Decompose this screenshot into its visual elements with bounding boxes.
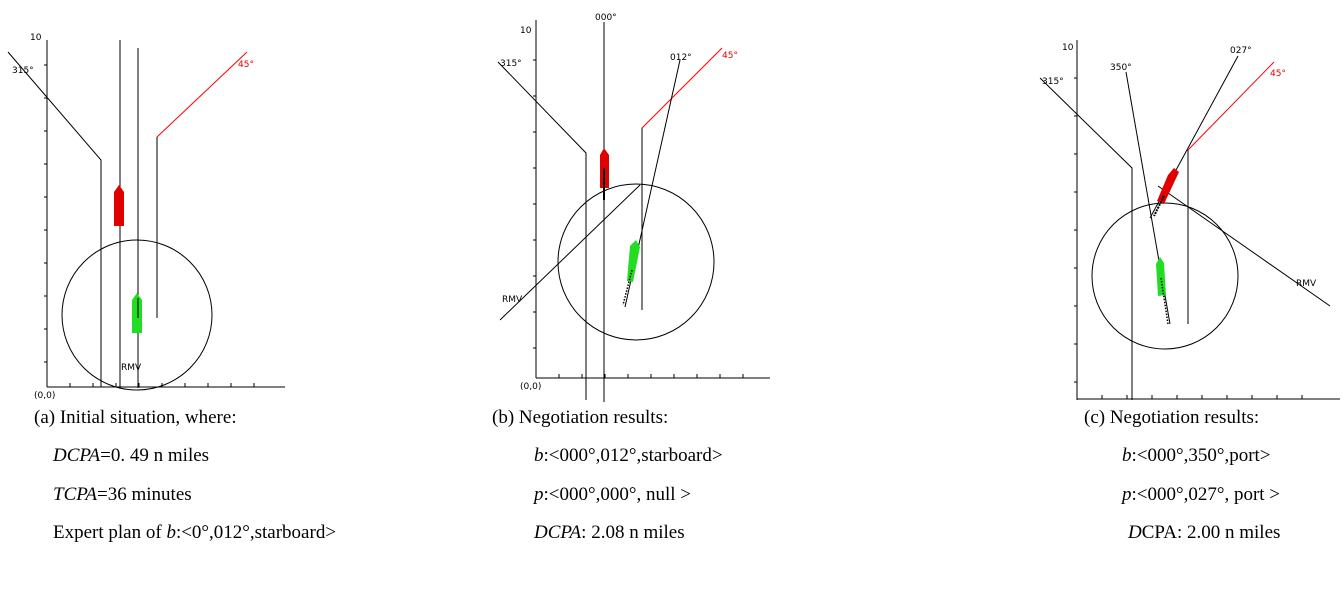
caption-a-line1: DCPA=0. 49 n miles xyxy=(53,445,210,466)
rmv-circle xyxy=(557,183,715,341)
label-350: 350° xyxy=(1110,63,1132,73)
label-315: 315° xyxy=(12,66,34,76)
caption-c-line1: b:<000°,350°,port> xyxy=(1122,445,1271,466)
axis-top-label: 10 xyxy=(520,26,532,36)
green-ship xyxy=(132,293,142,333)
origin-label: (0,0) xyxy=(520,382,541,392)
red-ship-heading xyxy=(1153,195,1165,217)
red-ship xyxy=(1157,168,1179,204)
x-ticks xyxy=(1101,395,1303,399)
line-315 xyxy=(7,51,102,387)
caption-a: (a) Initial situation, where: xyxy=(34,407,237,428)
x-ticks xyxy=(558,374,744,378)
panel-a: 10 (0,0) 315° 45° RMV (a) Initial situat… xyxy=(0,0,336,543)
red-ship xyxy=(114,185,124,226)
label-012: 012° xyxy=(670,53,692,63)
caption-c-line3: DCPA: 2.00 n miles xyxy=(1128,522,1281,543)
green-ship xyxy=(627,240,640,282)
line-315 xyxy=(1039,77,1133,400)
line-45 xyxy=(1187,61,1275,324)
rmv-circle xyxy=(1091,202,1239,350)
label-000: 000° xyxy=(595,13,617,23)
caption-a-line2: TCPA=36 minutes xyxy=(53,484,192,505)
caption-b-line1: b:<000°,012°,starboard> xyxy=(534,445,723,466)
line-315 xyxy=(497,61,587,400)
label-45: 45° xyxy=(1270,69,1286,79)
axis-top-label: 10 xyxy=(30,33,42,43)
rmv-label: RMV xyxy=(121,363,142,373)
rmv-label: RMV xyxy=(502,295,523,305)
rmv-circle xyxy=(61,239,213,391)
diagram-a: 10 (0,0) 315° 45° RMV xyxy=(7,33,285,401)
panel-b: 10 (0,0) 315° 000° 45° 012° RMV (b) Nego… xyxy=(490,0,790,543)
caption-b: (b) Negotiation results: xyxy=(492,407,669,428)
caption-a-line3: Expert plan of b:<0°,012°,starboard> xyxy=(53,522,337,543)
green-ship xyxy=(1156,257,1166,296)
diagram-c: 10 315° 350° 027° 45° RMV xyxy=(1039,40,1340,400)
diagram-b: 10 (0,0) 315° 000° 45° 012° RMV xyxy=(497,13,770,402)
label-027: 027° xyxy=(1230,46,1252,56)
y-ticks xyxy=(1074,77,1077,383)
x-ticks xyxy=(69,383,255,387)
label-315: 315° xyxy=(500,59,522,69)
green-ship-heading xyxy=(622,269,633,306)
label-315: 315° xyxy=(1042,77,1064,87)
rmv-line xyxy=(499,184,641,321)
axis-top-label: 10 xyxy=(1062,43,1074,53)
caption-b-line2: p:<000°,000°, null > xyxy=(534,484,691,505)
caption-c-line2: p:<000°,027°, port > xyxy=(1122,484,1281,505)
caption-b-line3: DCPA: 2.08 n miles xyxy=(534,522,685,543)
label-45: 45° xyxy=(722,51,738,61)
origin-label: (0,0) xyxy=(34,391,55,401)
panel-c: 10 315° 350° 027° 45° RMV (c) Negotiatio… xyxy=(1039,0,1342,543)
y-ticks xyxy=(533,59,536,349)
label-45: 45° xyxy=(238,60,254,70)
rmv-label: RMV xyxy=(1296,279,1317,289)
caption-c: (c) Negotiation results: xyxy=(1084,407,1260,428)
y-ticks xyxy=(44,64,47,363)
